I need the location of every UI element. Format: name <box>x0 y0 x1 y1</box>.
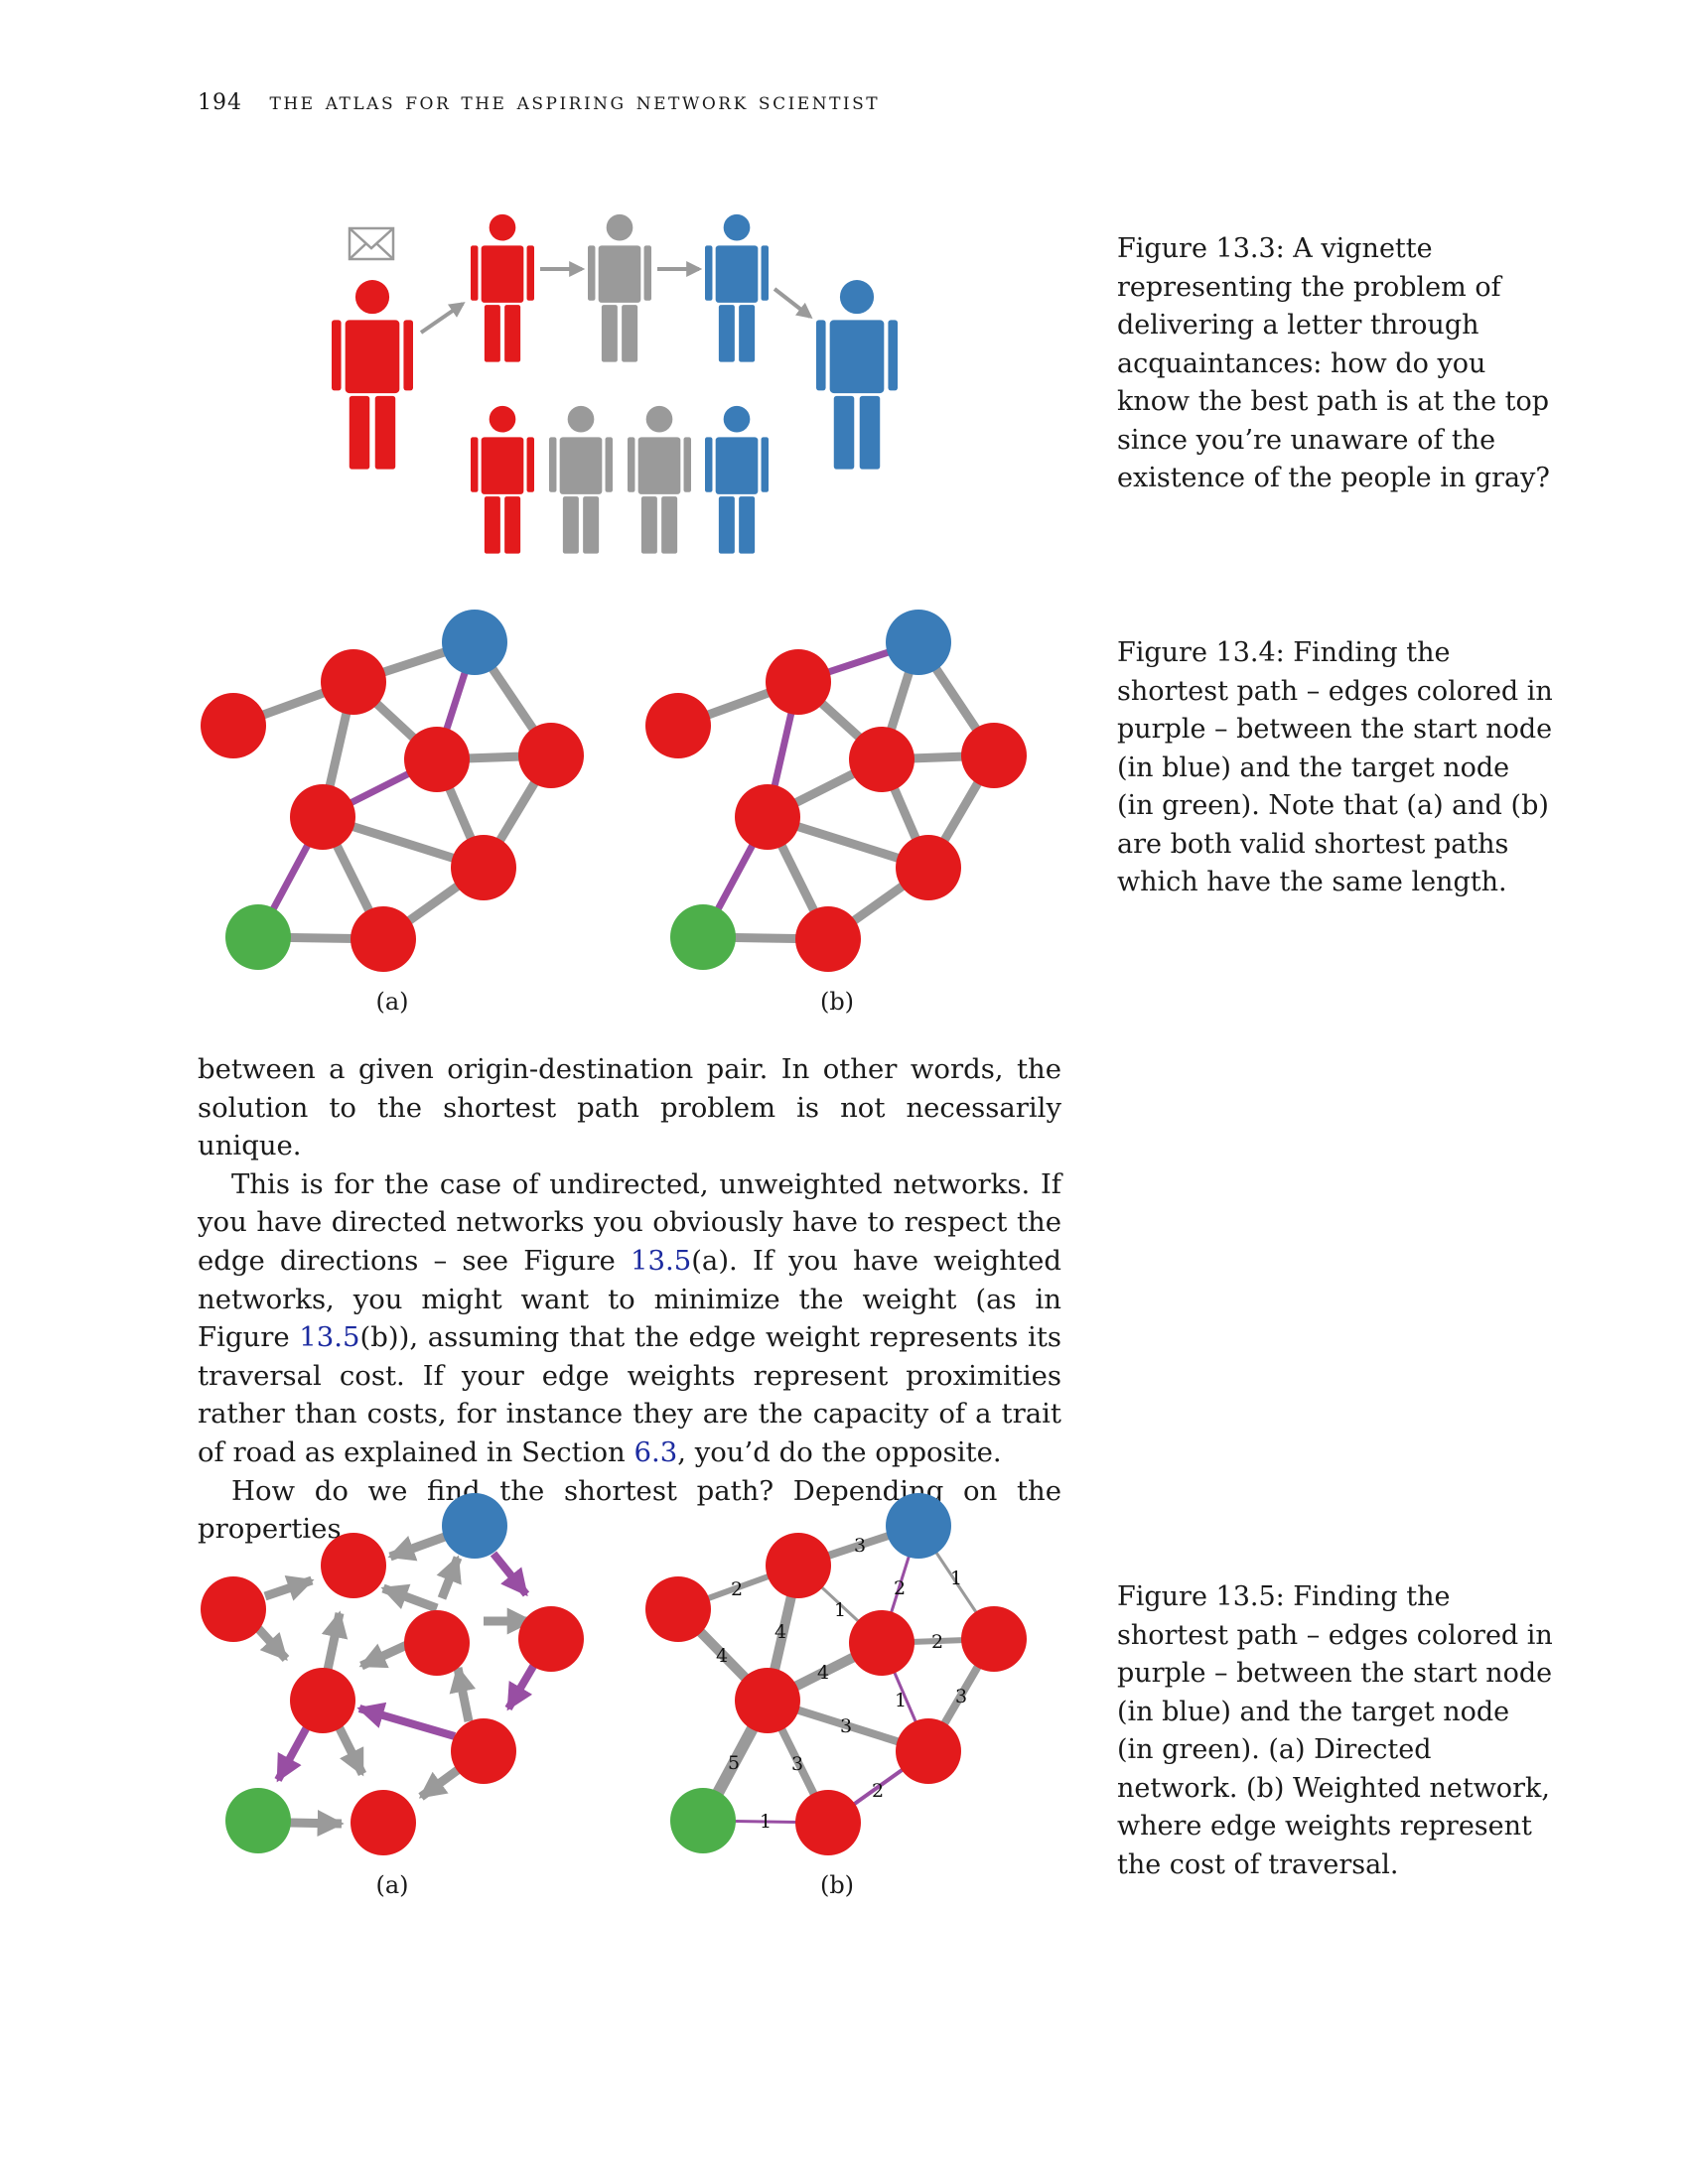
edge-weight: 4 <box>817 1662 829 1684</box>
edge-weight: 3 <box>791 1753 803 1775</box>
arrow <box>419 302 466 335</box>
edge-weight: 4 <box>716 1645 728 1667</box>
text-run: (a). If you have weighted networks, you … <box>198 1244 1061 1354</box>
paragraph: This is for the case of undirected, unwe… <box>198 1165 1061 1472</box>
figure-13-4-panel-a: (a) <box>201 610 584 1016</box>
paragraph: between a given origin-destination pair.… <box>198 1053 1061 1162</box>
running-header: 194 the atlas for the aspiring network s… <box>198 87 880 115</box>
text-run: This is for the case of undirected, unwe… <box>198 1167 1061 1277</box>
edge-weight: 1 <box>834 1599 846 1621</box>
figure-13-3-vignette <box>332 213 898 554</box>
figure-13-5-panel-b: 2 3 1 2 1 2 4 4 4 3 1 3 5 3 2 1 (b) <box>645 1493 1027 1899</box>
person-icon <box>705 405 769 554</box>
edge-weight: 5 <box>728 1752 740 1774</box>
person-icon <box>549 405 613 554</box>
envelope-icon <box>348 226 395 261</box>
figure-link[interactable]: 13.5 <box>299 1321 360 1354</box>
text-run: , you’d do the opposite. <box>677 1435 1002 1468</box>
edge-weight: 3 <box>955 1686 967 1707</box>
figure-13-4-caption: Figure 13.4: Finding the shortest path –… <box>1117 637 1553 897</box>
person-icon-recipient <box>816 280 898 470</box>
person-icon <box>628 405 691 554</box>
body-text: between a given origin-destination pair.… <box>198 1050 1061 1549</box>
edge-weight: 3 <box>840 1715 852 1737</box>
text-run: (b)), assuming that the edge weight repr… <box>198 1321 1061 1468</box>
edge-weight: 2 <box>894 1577 906 1599</box>
edge-weight: 1 <box>895 1690 907 1711</box>
section-link[interactable]: 6.3 <box>633 1435 678 1468</box>
edge-weight: 2 <box>872 1780 884 1802</box>
edge-weight: 4 <box>774 1621 786 1643</box>
running-title: the atlas for the aspiring network scien… <box>269 87 881 115</box>
figure-13-5-panel-a: (a) <box>201 1493 584 1899</box>
edge-weight: 2 <box>931 1631 943 1653</box>
person-icon <box>588 213 651 362</box>
figure-13-3-caption: Figure 13.3: A vignette representing the… <box>1117 233 1550 493</box>
person-icon <box>471 213 534 362</box>
panel-label-a: (a) <box>375 1871 408 1899</box>
figure-link[interactable]: 13.5 <box>630 1244 692 1277</box>
edge-weight: 3 <box>854 1535 866 1557</box>
person-icon <box>471 405 534 554</box>
edge-weight: 2 <box>731 1578 743 1600</box>
panel-label-b: (b) <box>820 1871 854 1899</box>
page-number: 194 <box>198 90 242 115</box>
person-icon <box>705 213 769 362</box>
panel-label-a: (a) <box>375 988 408 1016</box>
figure-13-5-caption: Figure 13.5: Finding the shortest path –… <box>1117 1581 1553 1880</box>
edge-weight: 1 <box>760 1811 772 1833</box>
figure-13-4-panel-b: (b) <box>645 610 1027 1016</box>
panel-label-b: (b) <box>820 988 854 1016</box>
edge-weight: 1 <box>950 1568 962 1589</box>
arrow <box>773 287 813 319</box>
person-icon-sender <box>332 280 413 470</box>
